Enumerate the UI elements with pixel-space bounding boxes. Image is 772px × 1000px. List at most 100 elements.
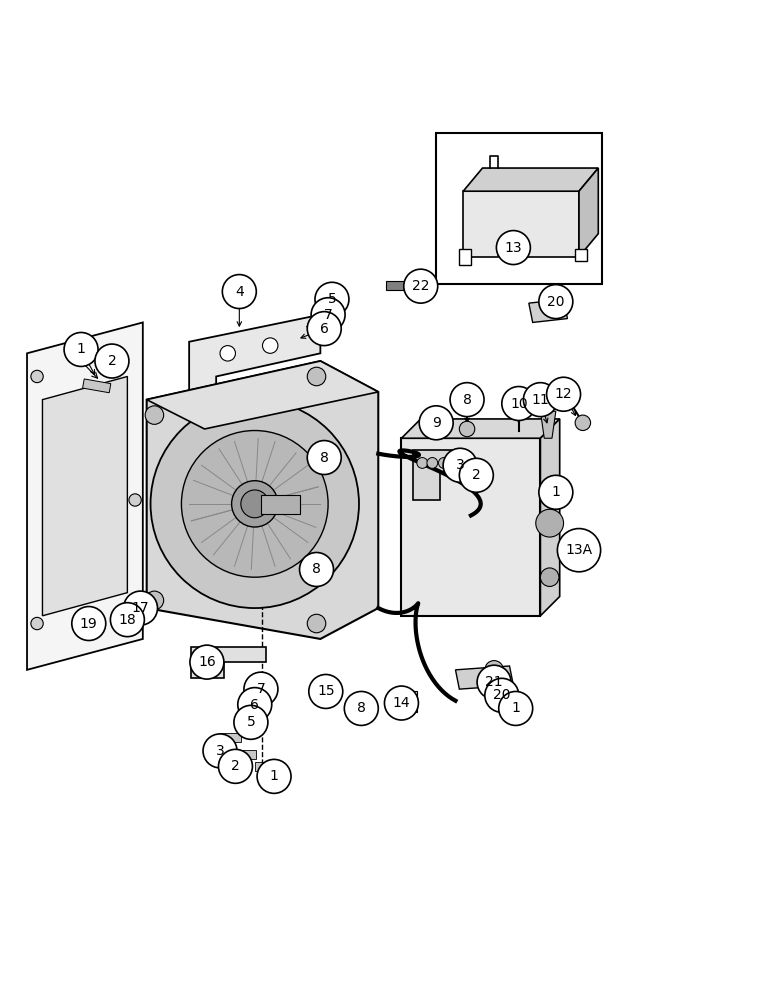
Circle shape (238, 688, 272, 722)
Circle shape (262, 338, 278, 353)
Text: 10: 10 (510, 396, 527, 410)
Polygon shape (540, 419, 560, 616)
Text: 1: 1 (551, 485, 560, 499)
Circle shape (129, 494, 141, 506)
Text: 1: 1 (511, 701, 520, 715)
Circle shape (523, 383, 557, 417)
Circle shape (311, 298, 345, 332)
Polygon shape (401, 419, 560, 438)
Circle shape (110, 603, 144, 637)
Circle shape (404, 269, 438, 303)
Bar (261, 495, 300, 514)
Circle shape (95, 344, 129, 378)
Circle shape (575, 415, 591, 431)
Text: 22: 22 (412, 279, 429, 293)
Text: 8: 8 (357, 701, 366, 715)
Circle shape (496, 231, 530, 265)
Circle shape (438, 458, 449, 468)
Circle shape (257, 759, 291, 793)
Circle shape (539, 475, 573, 509)
Polygon shape (463, 191, 579, 257)
Circle shape (218, 749, 252, 783)
Circle shape (31, 370, 43, 383)
Polygon shape (191, 647, 266, 678)
Bar (436, 133, 602, 284)
Circle shape (300, 552, 334, 586)
Circle shape (307, 312, 341, 346)
Text: 13A: 13A (565, 543, 593, 557)
Bar (255, 762, 276, 771)
Circle shape (72, 607, 106, 641)
Circle shape (232, 481, 278, 527)
Text: 8: 8 (462, 393, 472, 407)
Circle shape (31, 617, 43, 630)
Circle shape (419, 406, 453, 440)
Circle shape (203, 734, 237, 768)
Circle shape (241, 490, 269, 518)
Polygon shape (394, 691, 417, 712)
Circle shape (145, 406, 164, 424)
Circle shape (344, 691, 378, 725)
Circle shape (384, 686, 418, 720)
Text: 14: 14 (393, 696, 410, 710)
Circle shape (244, 672, 278, 706)
Polygon shape (463, 168, 598, 191)
Circle shape (539, 285, 573, 319)
Circle shape (201, 656, 213, 668)
Circle shape (190, 645, 224, 679)
Polygon shape (27, 322, 143, 670)
Circle shape (459, 458, 493, 492)
Circle shape (234, 705, 268, 739)
Text: 2: 2 (107, 354, 117, 368)
Text: 18: 18 (119, 613, 136, 627)
Polygon shape (42, 376, 127, 616)
Circle shape (307, 367, 326, 386)
Circle shape (443, 448, 477, 482)
Circle shape (477, 665, 511, 699)
Circle shape (499, 691, 533, 725)
Circle shape (450, 383, 484, 417)
Circle shape (151, 400, 359, 608)
Circle shape (145, 591, 164, 610)
Circle shape (231, 750, 245, 764)
Text: 7: 7 (256, 682, 266, 696)
Circle shape (547, 377, 581, 411)
Text: 21: 21 (486, 675, 503, 689)
Text: 12: 12 (555, 387, 572, 401)
Polygon shape (529, 299, 567, 322)
Circle shape (557, 529, 601, 572)
Polygon shape (189, 315, 320, 454)
Text: 7: 7 (323, 308, 333, 322)
Circle shape (181, 431, 328, 577)
Bar (234, 750, 256, 759)
Circle shape (222, 275, 256, 309)
Text: 8: 8 (320, 451, 329, 465)
Text: 11: 11 (532, 393, 549, 407)
Circle shape (536, 509, 564, 537)
Text: 4: 4 (235, 285, 244, 299)
Text: 16: 16 (198, 655, 215, 669)
Text: 8: 8 (312, 562, 321, 576)
Circle shape (427, 458, 438, 468)
Circle shape (309, 674, 343, 708)
Text: 6: 6 (250, 698, 259, 712)
Text: 9: 9 (432, 416, 441, 430)
Polygon shape (413, 450, 463, 500)
Polygon shape (147, 361, 378, 639)
Text: 5: 5 (246, 715, 256, 729)
Circle shape (540, 568, 559, 586)
Circle shape (502, 387, 536, 420)
Text: 1: 1 (269, 769, 279, 783)
Text: 2: 2 (472, 468, 481, 482)
Text: 3: 3 (455, 458, 465, 472)
Circle shape (459, 421, 475, 437)
Polygon shape (455, 666, 513, 689)
Text: 1: 1 (76, 342, 86, 356)
Text: 5: 5 (327, 292, 337, 306)
Circle shape (221, 744, 235, 758)
Circle shape (315, 282, 349, 316)
Bar (219, 733, 241, 742)
Circle shape (485, 661, 503, 679)
Text: 19: 19 (80, 617, 97, 631)
Polygon shape (459, 249, 471, 265)
